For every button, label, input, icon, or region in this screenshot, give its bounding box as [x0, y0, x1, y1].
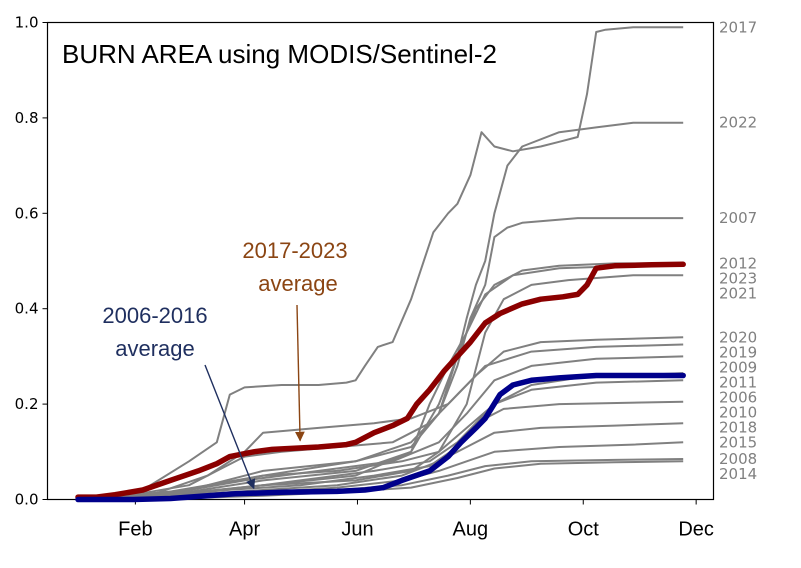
chart-title: BURN AREA using MODIS/Sentinel-2 [62, 39, 497, 69]
year-label-2006: 2006 [719, 388, 757, 406]
year-label-2009: 2009 [719, 358, 757, 376]
year-label-2012: 2012 [719, 254, 757, 272]
x-tick-label: Dec [678, 519, 714, 541]
series-layer [75, 26, 686, 503]
y-tick-label: 1.0 [15, 14, 39, 32]
year-label-2014: 2014 [719, 465, 757, 483]
x-tick-label: Jun [341, 519, 373, 541]
year-label-2019: 2019 [719, 343, 757, 361]
series-line-2006-2016-average [75, 372, 686, 503]
x-tick-label: Aug [453, 519, 489, 541]
series-line-2019 [77, 343, 684, 501]
y-tick-label: 0.8 [15, 109, 39, 127]
x-tick-label: Apr [229, 519, 260, 541]
year-label-2018: 2018 [719, 418, 757, 436]
annotation-past-line-1: 2006-2016 [102, 303, 207, 328]
y-tick-label: 0.6 [15, 204, 39, 222]
annotation-past-average: 2006-2016 average [102, 303, 256, 490]
series-line-2022 [78, 121, 684, 501]
annotation-past-line-2: average [115, 336, 195, 361]
y-tick-label: 0.0 [15, 491, 39, 509]
year-label-2007: 2007 [719, 209, 757, 227]
annotation-recent-line-2: average [258, 271, 338, 296]
year-label-2021: 2021 [719, 284, 757, 302]
year-label-2011: 2011 [719, 373, 757, 391]
plot-frame [46, 21, 715, 501]
year-label-2023: 2023 [719, 269, 757, 287]
series-line-2017-2023-average [75, 261, 686, 500]
series-line-2010 [77, 400, 684, 501]
year-label-2008: 2008 [719, 450, 757, 468]
annotation-past-arrow [204, 364, 256, 490]
annotation-recent-arrow [294, 304, 305, 442]
y-tick-label: 0.4 [15, 300, 39, 318]
y-tick-label: 0.2 [15, 395, 39, 413]
year-label-2022: 2022 [719, 114, 757, 132]
y-axis: 0.0 0.2 0.4 0.6 0.8 1.0 [15, 14, 48, 509]
annotation-recent-line-1: 2017-2023 [242, 238, 347, 263]
year-label-2015: 2015 [719, 433, 757, 451]
annotation-recent-average: 2017-2023 average [242, 238, 348, 442]
series-line-2011 [77, 372, 684, 501]
year-label-2010: 2010 [719, 403, 757, 421]
x-axis: Feb Apr Jun Aug Oct Dec [118, 499, 714, 541]
year-label-2017: 2017 [719, 18, 757, 36]
x-tick-label: Feb [118, 519, 152, 541]
x-tick-label: Oct [568, 519, 600, 541]
year-label-2020: 2020 [719, 328, 757, 346]
